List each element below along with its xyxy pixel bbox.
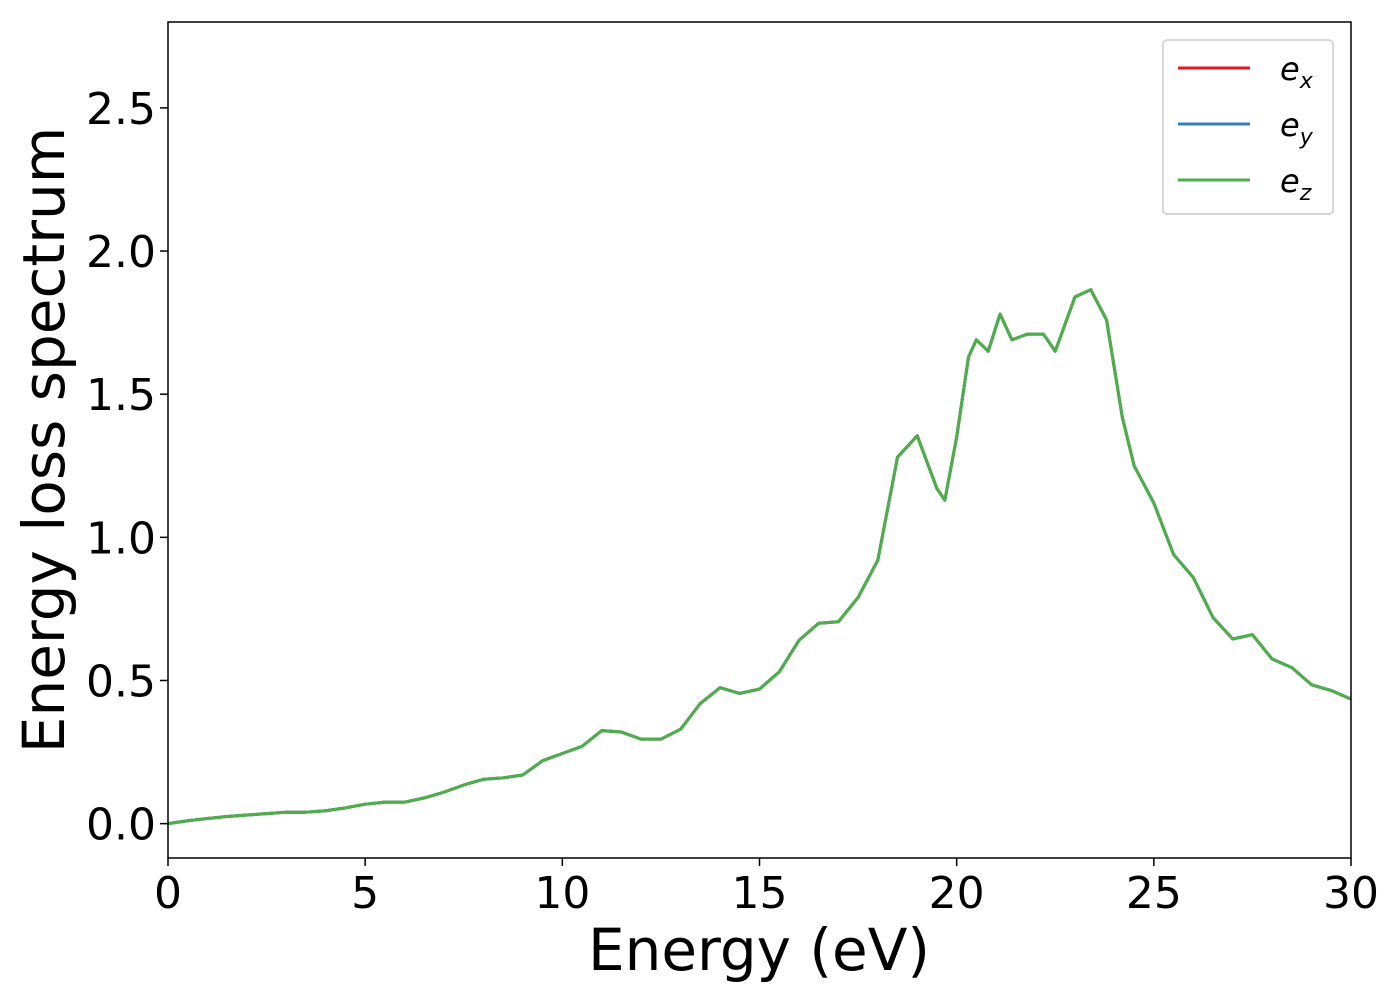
y-tick-label: 0.5 bbox=[86, 656, 156, 707]
line-series bbox=[167, 288, 1352, 826]
y-tick-label: 2.5 bbox=[86, 84, 156, 135]
x-tick-label: 20 bbox=[929, 868, 985, 919]
x-tick-label: 25 bbox=[1126, 868, 1182, 919]
y-tick-label: 1.5 bbox=[86, 370, 156, 421]
x-tick-label: 0 bbox=[154, 868, 182, 919]
legend-label: ex bbox=[1280, 50, 1314, 94]
y-tick-label: 0.0 bbox=[86, 800, 156, 851]
y-axis-label: Energy loss spectrum bbox=[10, 127, 78, 753]
legend-box bbox=[1162, 39, 1334, 215]
plot-frame bbox=[167, 21, 1352, 859]
y-tick-label: 1.0 bbox=[86, 513, 156, 564]
legend-label: ey bbox=[1280, 106, 1314, 150]
x-tick-label: 10 bbox=[534, 868, 590, 919]
legend-label: ez bbox=[1280, 162, 1312, 206]
legend: ex ey ez bbox=[1162, 39, 1334, 215]
x-axis-label: Energy (eV) bbox=[588, 916, 930, 984]
x-tick-label: 30 bbox=[1323, 868, 1379, 919]
x-tick-label: 5 bbox=[351, 868, 379, 919]
y-tick-label: 2.0 bbox=[86, 227, 156, 278]
x-tick-label: 15 bbox=[732, 868, 788, 919]
